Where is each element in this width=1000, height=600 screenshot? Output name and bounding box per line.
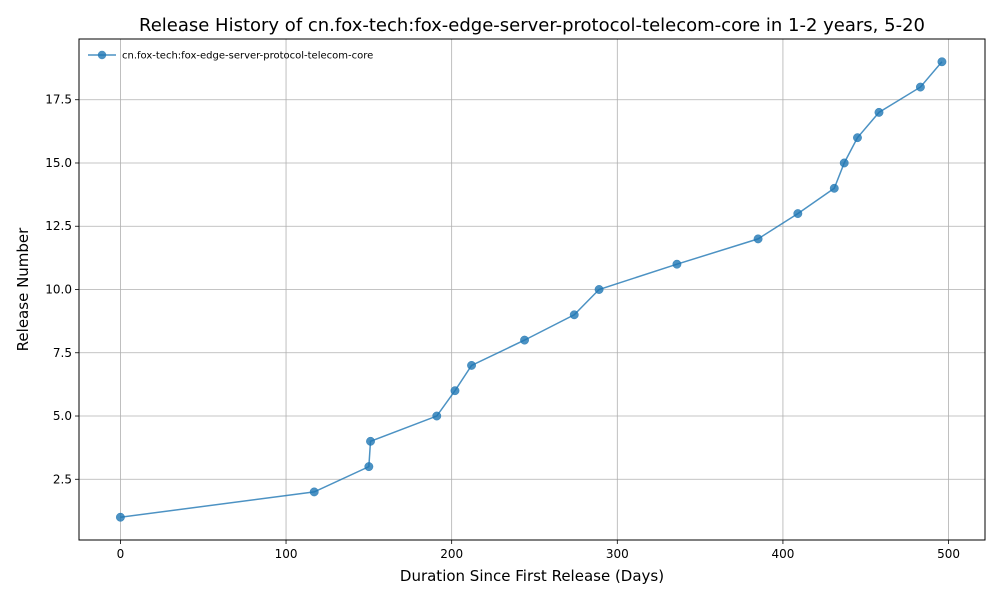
data-point — [432, 411, 442, 421]
y-axis-label: Release Number — [14, 227, 32, 351]
y-tick-label: 17.5 — [45, 93, 72, 107]
y-tick-label: 2.5 — [53, 472, 72, 486]
series-layer — [115, 57, 947, 522]
chart-title: Release History of cn.fox-tech:fox-edge-… — [139, 15, 925, 36]
x-tick-label: 300 — [606, 547, 629, 561]
data-point — [594, 285, 604, 294]
y-tick-label: 7.5 — [53, 346, 72, 360]
data-point — [793, 209, 803, 219]
data-point — [853, 133, 862, 143]
data-point — [364, 462, 374, 472]
x-axis-ticks: 0 100 200 300 400 500 — [117, 540, 960, 561]
legend-label: cn.fox-tech:fox-edge-server-protocol-tel… — [122, 51, 373, 62]
data-point — [366, 436, 375, 446]
data-point — [115, 512, 125, 522]
legend-marker — [97, 50, 107, 60]
data-point — [450, 386, 460, 396]
x-tick-label: 400 — [771, 547, 794, 561]
data-point — [467, 360, 476, 370]
y-tick-label: 12.5 — [45, 219, 72, 233]
data-point — [874, 107, 884, 117]
data-point — [569, 310, 579, 320]
data-point — [753, 234, 763, 244]
x-tick-label: 500 — [937, 547, 960, 561]
data-point — [915, 82, 925, 92]
y-tick-label: 10.0 — [45, 283, 72, 297]
x-tick-label: 100 — [275, 547, 298, 561]
x-tick-label: 0 — [117, 547, 125, 561]
data-point — [829, 183, 839, 193]
data-point — [520, 335, 529, 345]
x-tick-label: 200 — [440, 547, 463, 561]
x-axis-label: Duration Since First Release (Days) — [400, 567, 664, 585]
y-tick-label: 15.0 — [45, 156, 72, 170]
y-axis-ticks: 2.5 5.0 7.5 10.0 12.5 15.0 17.5 — [45, 93, 79, 486]
data-point — [309, 487, 319, 497]
data-point — [672, 259, 682, 269]
data-point — [937, 57, 947, 67]
y-tick-label: 5.0 — [53, 409, 72, 423]
data-point — [839, 158, 849, 168]
grid-lines — [79, 39, 985, 540]
legend: cn.fox-tech:fox-edge-server-protocol-tel… — [88, 51, 373, 62]
